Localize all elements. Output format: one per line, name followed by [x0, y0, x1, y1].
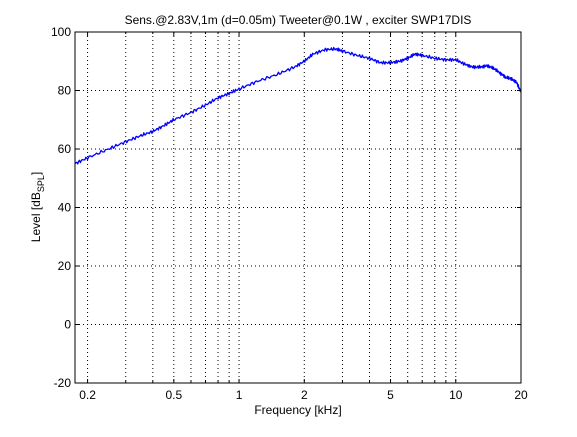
- y-axis-label-main: Level [dB: [29, 192, 43, 242]
- series-layer: [74, 46, 522, 165]
- x-tick-label: 1: [236, 388, 243, 402]
- y-tick-label: 20: [58, 259, 72, 273]
- y-tick-label: 80: [58, 84, 72, 98]
- x-tick-label: 10: [449, 388, 463, 402]
- x-tick-label: 0.2: [79, 388, 96, 402]
- y-tick-label: 0: [64, 318, 71, 332]
- chart-title: Sens.@2.83V,1m (d=0.05m) Tweeter@0.1W , …: [125, 13, 472, 27]
- x-tick-label: 2: [301, 388, 308, 402]
- y-axis-label-subscript: SPL: [36, 175, 46, 192]
- tick-layer: 0.2 0.5 1 2 5 10 20 -20 0 20 40 60 80 100: [51, 25, 528, 402]
- y-tick-label: -20: [54, 376, 72, 390]
- x-tick-label: 20: [514, 388, 528, 402]
- y-axis-label: Level [dBSPL]: [29, 172, 46, 242]
- x-axis-label: Frequency [kHz]: [254, 403, 341, 417]
- y-axis-label-close: ]: [29, 172, 43, 175]
- y-tick-label: 60: [58, 142, 72, 156]
- grid-layer: [75, 32, 521, 383]
- series-line: [74, 46, 522, 165]
- y-tick-label: 100: [51, 25, 71, 39]
- y-tick-label: 40: [58, 201, 72, 215]
- x-tick-label: 5: [387, 388, 394, 402]
- x-tick-label: 0.5: [165, 388, 182, 402]
